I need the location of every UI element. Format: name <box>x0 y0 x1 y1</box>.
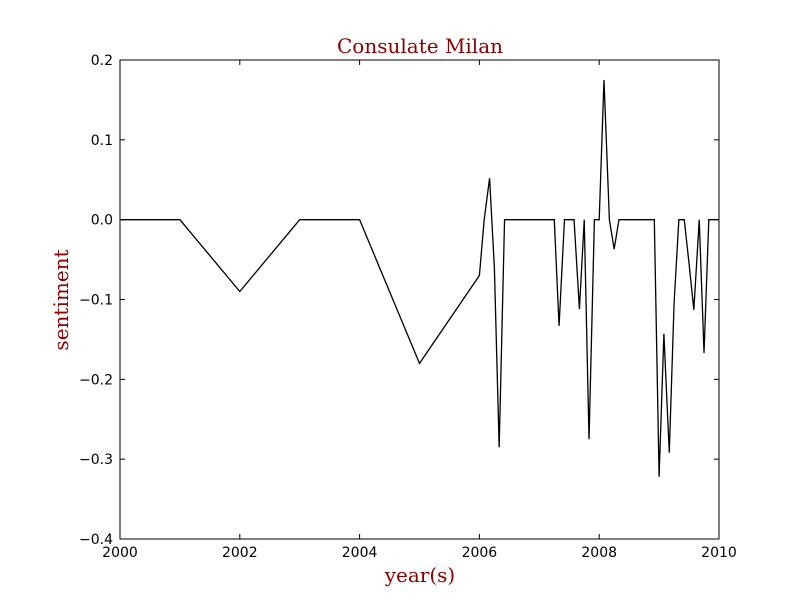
series-layer <box>120 79 719 477</box>
y-tick-label: −0.4 <box>79 532 113 548</box>
x-tick-label: 2010 <box>701 545 737 561</box>
x-axis-label: year(s) <box>384 563 456 587</box>
x-tick-label: 2006 <box>462 545 498 561</box>
y-tick-label: 0.0 <box>91 213 113 229</box>
y-tick-label: −0.1 <box>79 293 113 309</box>
series-line-0 <box>120 79 719 477</box>
x-tick-label: 2008 <box>581 545 617 561</box>
x-tick-label: 2000 <box>102 545 138 561</box>
chart-title: Consulate Milan <box>337 34 503 58</box>
plot-area <box>120 60 719 539</box>
y-tick-label: 0.1 <box>91 133 113 149</box>
y-axis-ticks: 0.2 0.1 0.0 −0.1 −0.2 −0.3 −0.4 <box>79 53 719 548</box>
x-axis-ticks: 2000 2002 2004 2006 2008 2010 <box>102 60 737 561</box>
y-tick-label: 0.2 <box>91 53 113 69</box>
x-tick-label: 2002 <box>222 545 258 561</box>
y-axis-label: sentiment <box>49 249 73 350</box>
y-tick-label: −0.2 <box>79 372 113 388</box>
x-tick-label: 2004 <box>342 545 378 561</box>
y-tick-label: −0.3 <box>79 452 113 468</box>
